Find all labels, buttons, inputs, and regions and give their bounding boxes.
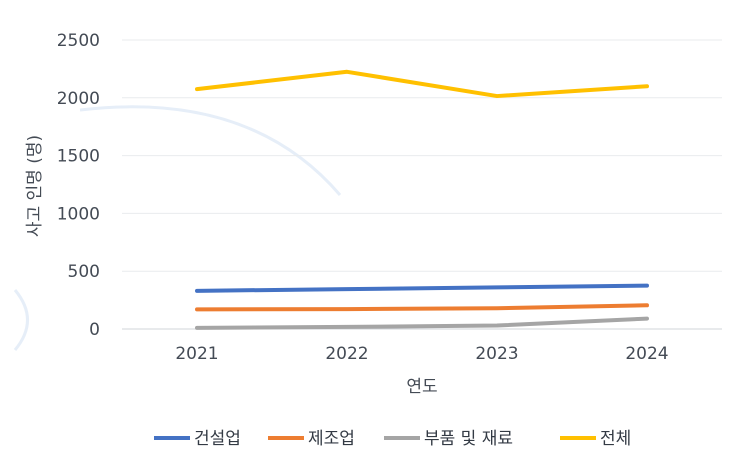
series-line xyxy=(195,303,649,312)
legend-label: 건설업 xyxy=(194,429,241,449)
x-axis-title: 연도 xyxy=(406,377,437,397)
background-watermark-arc xyxy=(13,289,29,351)
x-tick-label: 2023 xyxy=(475,344,518,364)
y-tick-label: 0 xyxy=(89,320,100,340)
x-tick-label: 2021 xyxy=(175,344,218,364)
legend-item: 전체 xyxy=(560,429,631,449)
legend: 건설업 제조업 부품 및 재료 전체 xyxy=(154,429,631,449)
x-tick-label: 2022 xyxy=(325,344,368,364)
y-tick-label: 1500 xyxy=(57,147,100,167)
y-tick-label: 500 xyxy=(68,262,100,282)
x-axis-ticks: 2021 2022 2023 2024 xyxy=(175,344,668,364)
y-tick-label: 2500 xyxy=(57,31,100,51)
series-line xyxy=(195,316,649,330)
legend-item: 제조업 xyxy=(268,429,355,449)
legend-label: 전체 xyxy=(600,429,631,449)
legend-item: 부품 및 재료 xyxy=(384,429,513,449)
y-tick-label: 2000 xyxy=(57,89,100,109)
background-watermark-arc xyxy=(79,105,342,196)
y-axis-title: 사고 인명 (명) xyxy=(25,135,45,237)
y-axis-ticks: 0 500 1000 1500 2000 2500 xyxy=(57,31,100,340)
gridlines xyxy=(122,39,722,330)
series-lines xyxy=(195,69,649,330)
legend-item: 건설업 xyxy=(154,429,241,449)
x-tick-label: 2024 xyxy=(625,344,668,364)
legend-label: 제조업 xyxy=(308,429,355,449)
series-line xyxy=(195,283,649,293)
legend-label: 부품 및 재료 xyxy=(424,429,513,449)
series-line xyxy=(195,69,649,99)
y-tick-label: 1000 xyxy=(57,204,100,224)
